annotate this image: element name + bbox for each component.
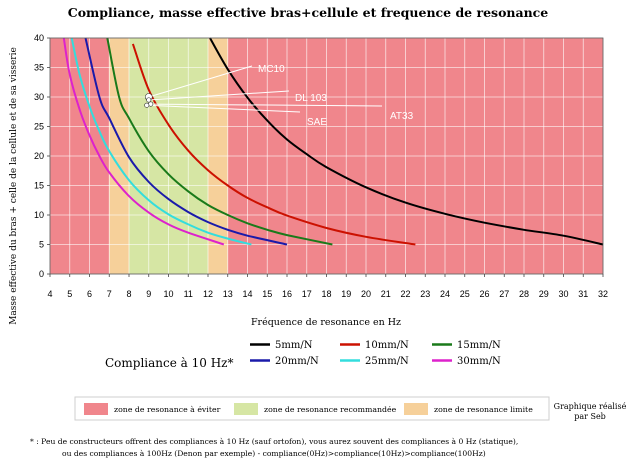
annotation-label: AT33 xyxy=(390,111,414,122)
x-tick-label: 7 xyxy=(107,289,112,299)
zone-legend-swatch-0 xyxy=(84,403,108,415)
zone-legend-swatch-1 xyxy=(234,403,258,415)
x-tick-label: 26 xyxy=(479,289,489,299)
footnote-line-2: ou des compliances à 100Hz (Denon par ex… xyxy=(62,449,486,458)
zone-legend-swatch-2 xyxy=(404,403,428,415)
x-tick-label: 8 xyxy=(126,289,131,299)
series-line-10mmn xyxy=(131,43,416,246)
series-line-30mmn xyxy=(62,37,225,246)
credit-line-2: par Seb xyxy=(574,412,606,421)
x-tick-label: 30 xyxy=(558,289,568,299)
x-tick-label: 4 xyxy=(47,289,52,299)
legend-entry: 25mm/N xyxy=(365,356,409,367)
x-tick-label: 5 xyxy=(67,289,72,299)
annotation-leader-3 xyxy=(146,104,301,113)
legend-entry: 20mm/N xyxy=(275,356,319,367)
x-tick-label: 23 xyxy=(420,289,430,299)
annotation-leader-1 xyxy=(148,90,290,101)
compliance-label: Compliance à 10 Hz* xyxy=(105,356,234,370)
x-tick-label: 19 xyxy=(341,289,351,299)
annotation-leader-0 xyxy=(148,65,253,98)
x-tick-label: 21 xyxy=(381,289,391,299)
footnote-line-1: * : Peu de constructeurs offrent des com… xyxy=(30,437,518,446)
x-tick-label: 6 xyxy=(87,289,92,299)
x-tick-label: 29 xyxy=(539,289,549,299)
series-line-25mmn xyxy=(70,37,252,246)
annotation-label: MC10 xyxy=(258,64,285,75)
annotation-marker-3 xyxy=(144,102,150,108)
plot-area: MC10 DL 103 AT33 SAE xyxy=(49,37,604,275)
x-tick-label: 25 xyxy=(460,289,470,299)
series-line-15mmn xyxy=(106,37,333,246)
legend-entry: 15mm/N xyxy=(457,340,501,351)
zone-legend-box: zone de resonance à éviter zone de resona… xyxy=(74,396,550,421)
legend-entry: 10mm/N xyxy=(365,340,409,351)
x-tick-label: 18 xyxy=(321,289,331,299)
x-tick-label: 32 xyxy=(598,289,608,299)
y-tick-label: 10 xyxy=(34,210,44,220)
zone-legend-label: zone de resonance limite xyxy=(434,405,533,414)
x-tick-label: 22 xyxy=(400,289,410,299)
x-tick-label: 24 xyxy=(440,289,450,299)
chart-title: Compliance, masse effective bras+cellule… xyxy=(68,5,549,20)
y-tick-label: 30 xyxy=(34,92,44,102)
series-line-5mmn xyxy=(209,37,604,246)
y-tick-label: 0 xyxy=(39,269,44,279)
y-tick-label: 40 xyxy=(34,33,44,43)
x-tick-label: 13 xyxy=(223,289,233,299)
series-legend: 5mm/N 10mm/N 15mm/N 20mm/N 25mm/N 30mm/N xyxy=(250,340,501,367)
x-tick-label: 31 xyxy=(578,289,588,299)
zone-legend-label: zone de resonance recommandée xyxy=(264,405,397,414)
annotation-label: SAE xyxy=(307,117,327,128)
x-tick-label: 17 xyxy=(302,289,312,299)
annotation-label: DL 103 xyxy=(295,93,327,104)
y-tick-label: 35 xyxy=(34,63,44,73)
y-tick-label: 20 xyxy=(34,151,44,161)
x-tick-label: 10 xyxy=(163,289,173,299)
legend-entry: 5mm/N xyxy=(275,340,313,351)
y-axis-label: Masse effective du bras + celle de la ce… xyxy=(9,47,19,325)
y-tick-label: 15 xyxy=(34,181,44,191)
legend-entry: 30mm/N xyxy=(457,356,501,367)
x-tick-label: 11 xyxy=(184,289,193,299)
series-line-20mmn xyxy=(84,37,288,246)
zone-legend-label: zone de resonance à éviter xyxy=(114,405,221,414)
y-tick-label: 5 xyxy=(39,240,44,250)
x-tick-label: 16 xyxy=(282,289,292,299)
credit-line-1: Graphique réalisé xyxy=(554,402,627,411)
annotation-marker-1 xyxy=(146,97,152,103)
x-tick-label: 20 xyxy=(361,289,371,299)
x-tick-label: 9 xyxy=(146,289,151,299)
x-tick-label: 15 xyxy=(262,289,272,299)
x-axis-label: Fréquence de resonance en Hz xyxy=(251,317,401,328)
x-tick-label: 27 xyxy=(499,289,509,299)
x-tick-label: 12 xyxy=(203,289,213,299)
annotation-leader-2 xyxy=(150,103,383,107)
x-tick-label: 28 xyxy=(519,289,529,299)
x-tick-label: 14 xyxy=(242,289,252,299)
y-tick-label: 25 xyxy=(34,122,44,132)
